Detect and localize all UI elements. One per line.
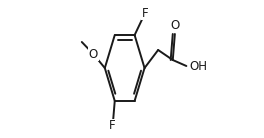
Text: O: O — [171, 19, 180, 32]
Text: F: F — [109, 119, 116, 132]
Text: OH: OH — [190, 59, 208, 72]
Text: F: F — [142, 7, 148, 20]
Text: O: O — [89, 47, 98, 60]
